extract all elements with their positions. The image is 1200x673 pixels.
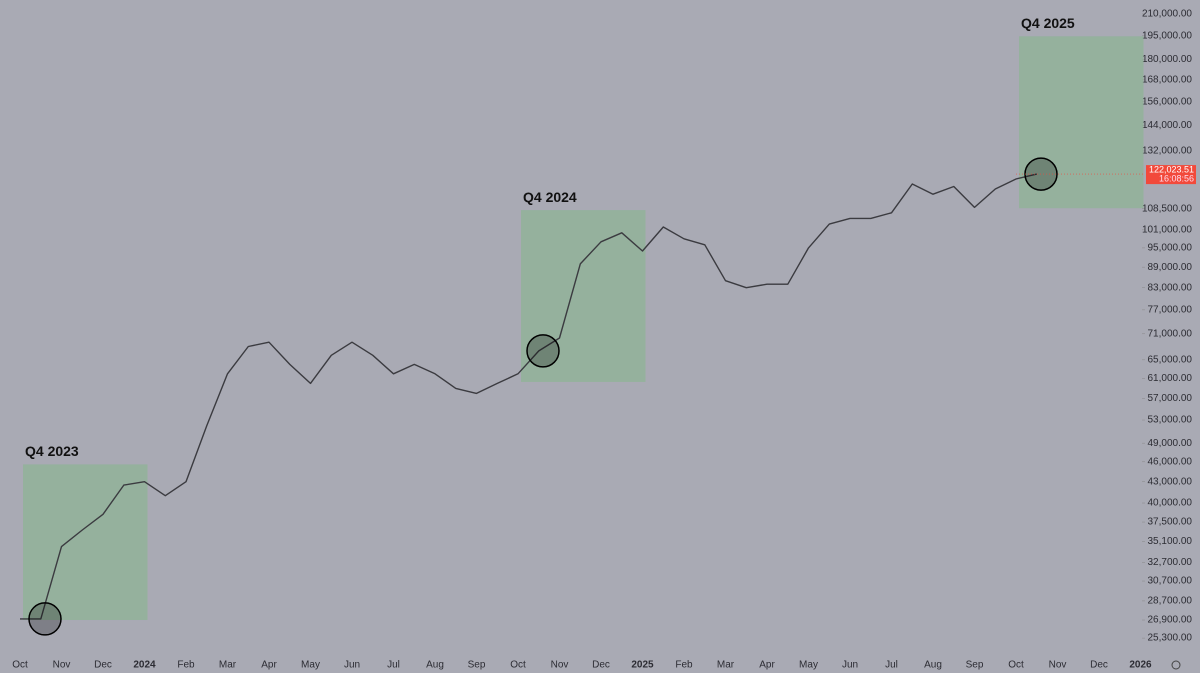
x-tick-label: Nov (551, 660, 569, 671)
x-tick-label: May (301, 660, 320, 671)
x-tick-label: Sep (966, 660, 984, 671)
x-tick-label: 2024 (133, 660, 156, 671)
countdown: 16:08:56 (1159, 173, 1194, 183)
y-tick-label: 77,000.00 (1148, 305, 1193, 316)
x-tick-label: Feb (675, 660, 693, 671)
y-tick-label: 95,000.00 (1148, 243, 1193, 254)
highlight-circle (28, 602, 62, 636)
y-tick-label: 89,000.00 (1148, 262, 1193, 273)
highlight-circle (526, 334, 560, 368)
y-tick-label: 65,000.00 (1148, 354, 1193, 365)
y-tick-label: 43,000.00 (1148, 476, 1193, 487)
x-tick-label: Jul (387, 660, 400, 671)
x-tick-label: Jun (842, 660, 858, 671)
box-label: Q4 2025 (1021, 15, 1075, 31)
last-price-tag (1146, 165, 1196, 185)
y-tick-label: 40,000.00 (1148, 498, 1193, 509)
x-tick-label: Dec (94, 660, 112, 671)
x-tick-label: Aug (924, 660, 942, 671)
y-tick-label: 53,000.00 (1148, 415, 1193, 426)
y-tick-label: 168,000.00 (1142, 74, 1192, 85)
x-tick-label: Oct (510, 660, 526, 671)
box-label: Q4 2024 (523, 189, 577, 205)
y-tick-label: 46,000.00 (1148, 456, 1193, 467)
x-tick-label: Apr (759, 660, 775, 671)
y-tick-label: 25,300.00 (1148, 633, 1193, 644)
box-label: Q4 2023 (25, 443, 79, 459)
y-tick-label: 180,000.00 (1142, 54, 1192, 65)
x-tick-label: Mar (219, 660, 237, 671)
y-tick-label: 28,700.00 (1148, 596, 1193, 607)
y-tick-label: 35,100.00 (1148, 536, 1193, 547)
quarter-box (521, 210, 646, 382)
y-tick-label: 101,000.00 (1142, 224, 1192, 235)
x-tick-label: Apr (261, 660, 277, 671)
x-tick-label: Dec (592, 660, 610, 671)
x-tick-label: 2025 (631, 660, 654, 671)
x-tick-label: Sep (468, 660, 486, 671)
y-tick-label: 195,000.00 (1142, 30, 1192, 41)
x-tick-label: Jul (885, 660, 898, 671)
x-tick-label: 2026 (1129, 660, 1152, 671)
y-tick-label: 30,700.00 (1148, 576, 1193, 587)
y-tick-label: 210,000.00 (1142, 9, 1192, 20)
settings-icon[interactable] (1171, 660, 1181, 670)
x-tick-label: Mar (717, 660, 735, 671)
y-tick-label: 108,500.00 (1142, 203, 1192, 214)
y-tick-label: 49,000.00 (1148, 438, 1193, 449)
y-tick-label: 83,000.00 (1148, 282, 1193, 293)
y-tick-label: 132,000.00 (1142, 146, 1192, 157)
x-tick-label: Dec (1090, 660, 1108, 671)
quarter-box (23, 464, 148, 621)
x-tick-label: Oct (1008, 660, 1024, 671)
quarter-box (1019, 36, 1144, 209)
x-tick-label: Feb (177, 660, 195, 671)
x-tick-label: Aug (426, 660, 444, 671)
x-tick-label: Jun (344, 660, 360, 671)
x-tick-label: Nov (1049, 660, 1067, 671)
y-tick-label: 37,500.00 (1148, 517, 1193, 528)
y-tick-label: 57,000.00 (1148, 393, 1193, 404)
last-price-label: 122,023.51 (1149, 164, 1194, 174)
y-tick-label: 71,000.00 (1148, 328, 1193, 339)
x-tick-label: Nov (53, 660, 71, 671)
y-tick-label: 32,700.00 (1148, 557, 1193, 568)
y-tick-label: 156,000.00 (1142, 96, 1192, 107)
x-tick-label: Oct (12, 660, 28, 671)
price-line (20, 173, 1037, 620)
y-tick-label: 144,000.00 (1142, 120, 1192, 131)
y-tick-label: 61,000.00 (1148, 373, 1193, 384)
x-tick-label: May (799, 660, 818, 671)
y-tick-label: 26,900.00 (1148, 615, 1193, 626)
